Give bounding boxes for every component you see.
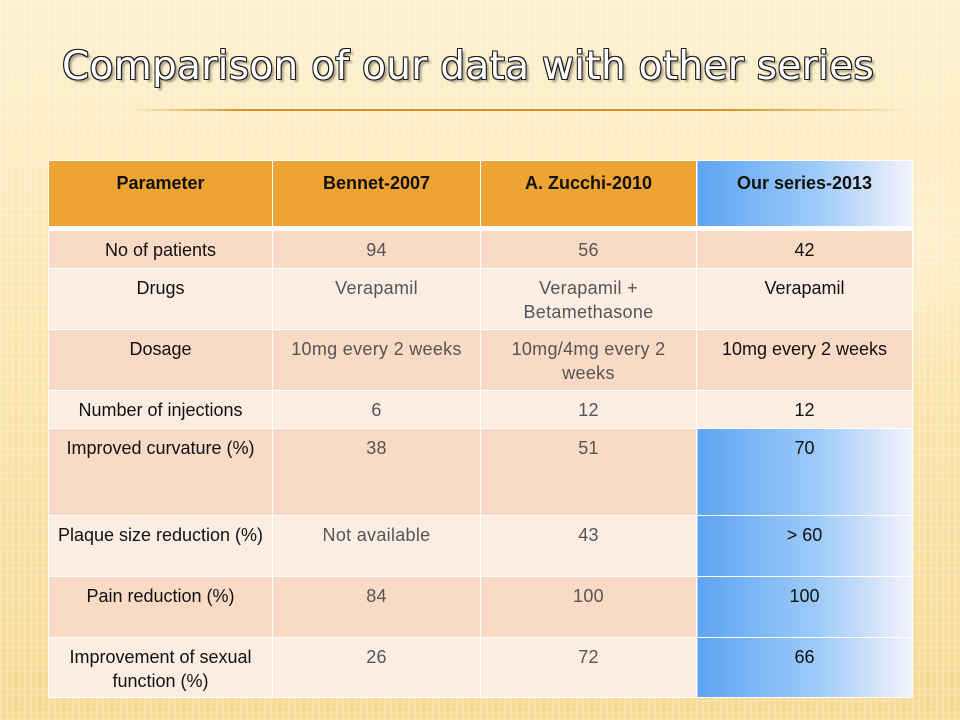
cell-zucchi: 100 bbox=[480, 576, 697, 638]
cell-zucchi: 43 bbox=[480, 515, 697, 577]
cell-bennet: 10mg every 2 weeks bbox=[272, 329, 481, 391]
table-row-patients: No of patients 94 56 42 bbox=[48, 230, 913, 269]
cell-zucchi: 10mg/4mg every 2 weeks bbox=[480, 329, 697, 391]
header-our-series: Our series-2013 bbox=[696, 160, 913, 227]
cell-parameter: Drugs bbox=[48, 268, 273, 330]
cell-ours: 42 bbox=[696, 230, 913, 269]
cell-zucchi: 56 bbox=[480, 230, 697, 269]
cell-parameter: Improvement of sexual function (%) bbox=[48, 637, 273, 698]
table-row-drugs: Drugs Verapamil Verapamil + Betamethason… bbox=[48, 268, 913, 330]
cell-ours: 100 bbox=[696, 576, 913, 638]
cell-bennet: 26 bbox=[272, 637, 481, 698]
table-header-row: Parameter Bennet-2007 A. Zucchi-2010 Our… bbox=[48, 160, 913, 227]
table-row-sexual-function: Improvement of sexual function (%) 26 72… bbox=[48, 637, 913, 698]
cell-ours: 10mg every 2 weeks bbox=[696, 329, 913, 391]
cell-parameter: No of patients bbox=[48, 230, 273, 269]
slide-title: Comparison of our data with other series bbox=[62, 44, 875, 89]
cell-bennet: 38 bbox=[272, 428, 481, 516]
cell-bennet: 6 bbox=[272, 390, 481, 429]
cell-zucchi: 72 bbox=[480, 637, 697, 698]
cell-ours: > 60 bbox=[696, 515, 913, 577]
cell-bennet: 94 bbox=[272, 230, 481, 269]
cell-zucchi: 12 bbox=[480, 390, 697, 429]
header-parameter: Parameter bbox=[48, 160, 273, 227]
cell-bennet: 84 bbox=[272, 576, 481, 638]
cell-parameter: Number of injections bbox=[48, 390, 273, 429]
comparison-table: Parameter Bennet-2007 A. Zucchi-2010 Our… bbox=[48, 160, 913, 698]
cell-bennet: Verapamil bbox=[272, 268, 481, 330]
cell-zucchi: Verapamil + Betamethasone bbox=[480, 268, 697, 330]
table-row-injections: Number of injections 6 12 12 bbox=[48, 390, 913, 429]
table-row-dosage: Dosage 10mg every 2 weeks 10mg/4mg every… bbox=[48, 329, 913, 391]
cell-zucchi: 51 bbox=[480, 428, 697, 516]
cell-parameter: Pain reduction (%) bbox=[48, 576, 273, 638]
table-row-curvature: Improved curvature (%) 38 51 70 bbox=[48, 428, 913, 516]
table-row-plaque: Plaque size reduction (%) Not available … bbox=[48, 515, 913, 577]
cell-parameter: Plaque size reduction (%) bbox=[48, 515, 273, 577]
title-area: Comparison of our data with other series bbox=[0, 40, 960, 111]
cell-ours: 12 bbox=[696, 390, 913, 429]
cell-ours: 70 bbox=[696, 428, 913, 516]
header-bennet: Bennet-2007 bbox=[272, 160, 481, 227]
header-zucchi: A. Zucchi-2010 bbox=[480, 160, 697, 227]
cell-bennet: Not available bbox=[272, 515, 481, 577]
cell-parameter: Dosage bbox=[48, 329, 273, 391]
title-underline bbox=[130, 109, 910, 111]
table-row-pain: Pain reduction (%) 84 100 100 bbox=[48, 576, 913, 638]
cell-ours: 66 bbox=[696, 637, 913, 698]
cell-parameter: Improved curvature (%) bbox=[48, 428, 273, 516]
cell-ours: Verapamil bbox=[696, 268, 913, 330]
